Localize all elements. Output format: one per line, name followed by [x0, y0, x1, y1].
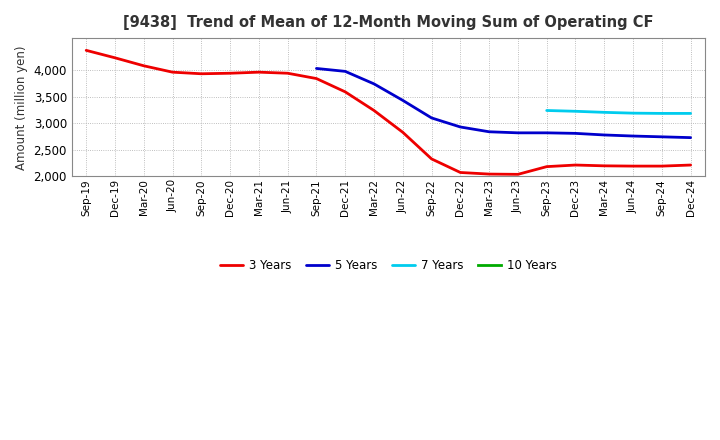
5 Years	[312, 66, 321, 71]
5 Years	[686, 135, 695, 140]
Y-axis label: Amount (million yen): Amount (million yen)	[15, 45, 28, 169]
5 Years	[629, 133, 637, 139]
3 Years	[341, 89, 349, 95]
3 Years	[513, 172, 522, 177]
3 Years	[111, 55, 120, 60]
3 Years	[629, 163, 637, 169]
3 Years	[284, 70, 292, 76]
5 Years	[369, 81, 378, 87]
5 Years	[513, 130, 522, 136]
7 Years	[686, 111, 695, 116]
3 Years	[398, 130, 407, 135]
3 Years	[686, 162, 695, 168]
5 Years	[427, 115, 436, 121]
7 Years	[571, 109, 580, 114]
5 Years	[456, 125, 464, 130]
3 Years	[226, 70, 235, 76]
3 Years	[255, 70, 264, 75]
Line: 5 Years: 5 Years	[317, 69, 690, 138]
5 Years	[485, 129, 493, 134]
5 Years	[341, 69, 349, 74]
3 Years	[312, 76, 321, 81]
5 Years	[657, 134, 666, 139]
3 Years	[571, 162, 580, 168]
3 Years	[369, 108, 378, 113]
3 Years	[140, 63, 148, 69]
3 Years	[197, 71, 206, 77]
7 Years	[600, 110, 608, 115]
Title: [9438]  Trend of Mean of 12-Month Moving Sum of Operating CF: [9438] Trend of Mean of 12-Month Moving …	[123, 15, 654, 30]
5 Years	[398, 98, 407, 103]
7 Years	[629, 110, 637, 116]
3 Years	[82, 48, 91, 53]
Legend: 3 Years, 5 Years, 7 Years, 10 Years: 3 Years, 5 Years, 7 Years, 10 Years	[215, 254, 562, 277]
Line: 3 Years: 3 Years	[86, 50, 690, 174]
3 Years	[456, 170, 464, 175]
5 Years	[571, 131, 580, 136]
7 Years	[657, 111, 666, 116]
7 Years	[542, 108, 551, 113]
5 Years	[600, 132, 608, 138]
3 Years	[485, 172, 493, 177]
Line: 7 Years: 7 Years	[546, 110, 690, 114]
3 Years	[168, 70, 177, 75]
3 Years	[600, 163, 608, 169]
3 Years	[542, 164, 551, 169]
5 Years	[542, 130, 551, 136]
3 Years	[657, 163, 666, 169]
3 Years	[427, 156, 436, 161]
